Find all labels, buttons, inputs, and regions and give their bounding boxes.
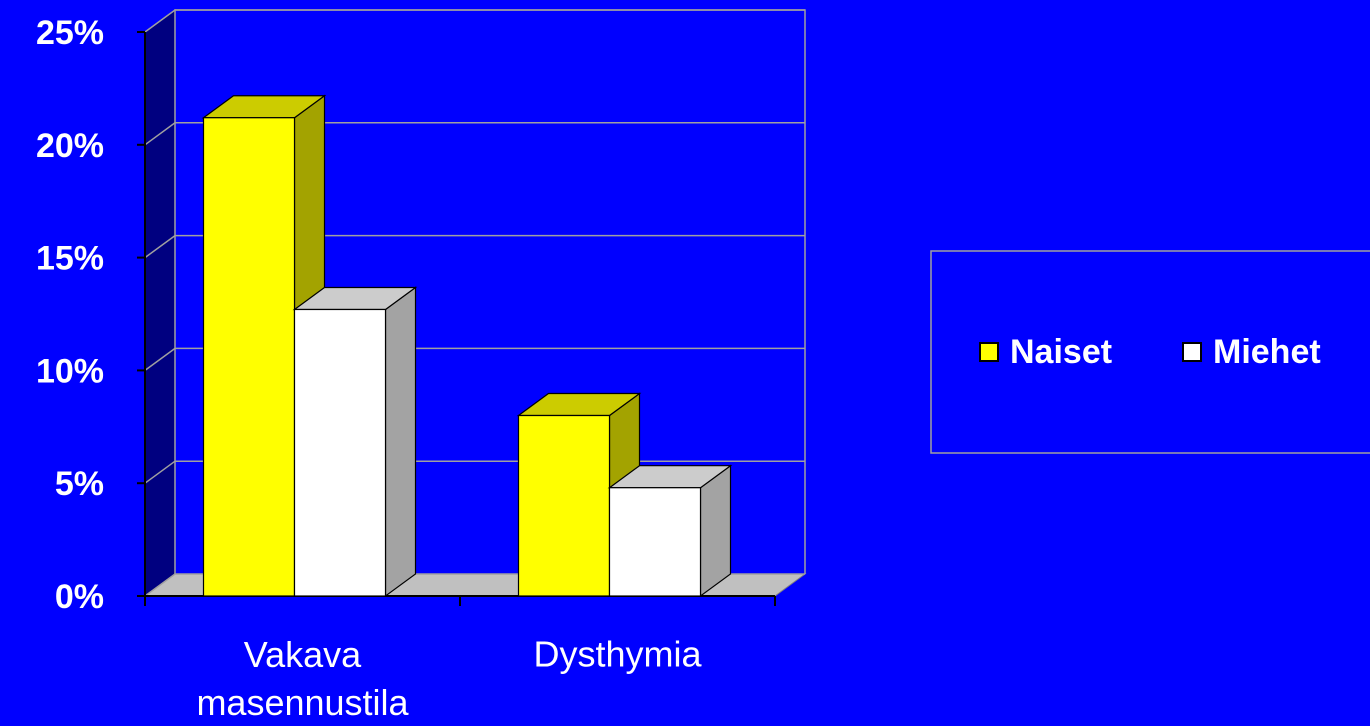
bar-front (608, 487, 702, 597)
legend-box (930, 250, 1370, 454)
bar-front (517, 414, 611, 597)
grid-line (144, 234, 805, 259)
x-tick-label-line: masennustila (196, 682, 409, 723)
bar (607, 464, 733, 598)
y-tick-label: 10% (36, 352, 104, 390)
bar-front (202, 117, 296, 597)
legend-label: Miehet (1213, 333, 1321, 371)
x-tick-label: Dysthymia (533, 634, 702, 675)
y-tick-label: 5% (55, 465, 104, 503)
y-tick-label: 15% (36, 240, 104, 278)
grid-line (144, 9, 805, 33)
y-tick-label: 20% (36, 127, 104, 165)
legend-swatch (1182, 342, 1202, 362)
bar-side (699, 464, 732, 598)
bar-side (384, 286, 417, 598)
legend-label: Naiset (1010, 333, 1112, 371)
bar (292, 286, 418, 598)
grid-line (144, 122, 805, 146)
y-tick-label: 0% (55, 578, 104, 616)
legend-swatch (979, 342, 999, 362)
x-tick-label-line: Vakava (244, 634, 362, 675)
x-tick-label: Vakava masennustila (196, 634, 409, 723)
bar-front (293, 308, 387, 597)
y-tick-label: 25% (36, 14, 104, 52)
side-wall (144, 9, 176, 597)
grid-line (144, 347, 805, 372)
